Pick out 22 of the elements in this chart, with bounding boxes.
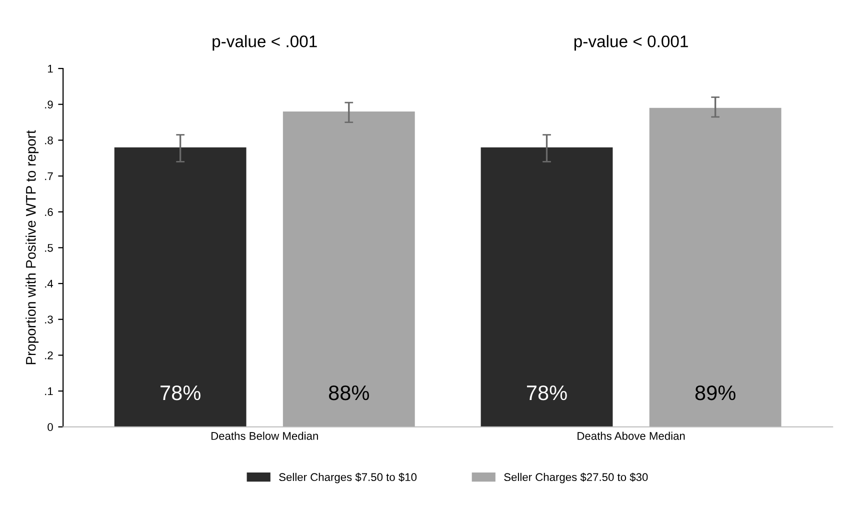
y-tick-label: .7: [45, 172, 53, 180]
y-tick-label: .8: [45, 136, 53, 144]
text: p-value < .001: [212, 35, 317, 51]
data-label: 78%: [160, 385, 200, 400]
text: p-value < 0.001: [574, 35, 688, 51]
y-axis-title: Proportion with Positive WTP to report: [26, 130, 39, 364]
y-tick-label: .9: [45, 100, 53, 108]
y-tick-label: .5: [45, 244, 53, 252]
y-tick-label: .1: [45, 387, 53, 396]
data-label: 89%: [695, 385, 736, 400]
y-tick-label: 1: [48, 64, 53, 73]
legend-label: Seller Charges $27.50 to $30: [504, 472, 648, 484]
x-tick-label: Deaths Below Median: [211, 432, 318, 440]
data-label: 78%: [526, 385, 567, 400]
x-tick-label: Deaths Above Median: [578, 432, 685, 440]
y-tick-label: .4: [45, 280, 54, 288]
legend-label: Seller Charges $7.50 to $10: [279, 472, 417, 484]
data-label: 88%: [328, 385, 370, 400]
y-tick-label: .3: [45, 316, 53, 324]
y-tick-label: .2: [45, 351, 53, 360]
y-tick-label: 0: [48, 423, 53, 432]
y-tick-label: .6: [45, 208, 53, 216]
